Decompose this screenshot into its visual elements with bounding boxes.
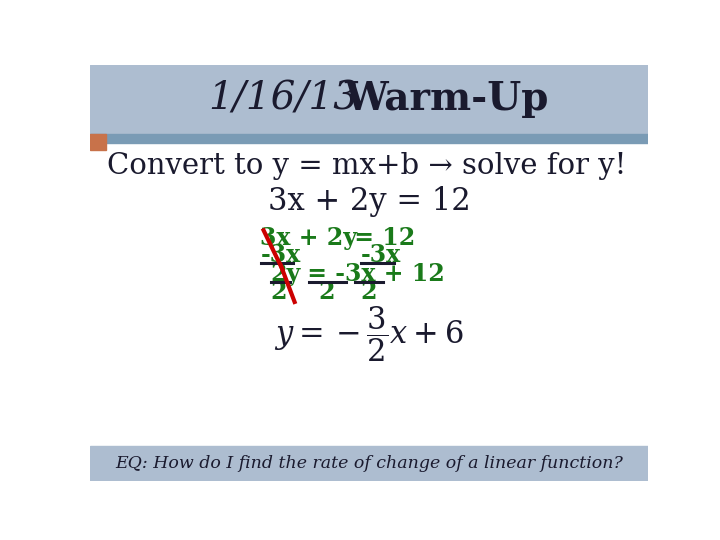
Bar <box>90 446 648 481</box>
Text: EQ: How do I find the rate of change of a linear function?: EQ: How do I find the rate of change of … <box>115 455 623 472</box>
Text: 2: 2 <box>318 280 335 304</box>
Text: 2: 2 <box>271 280 287 304</box>
Text: = 12: = 12 <box>346 226 415 250</box>
Text: Convert to y = mx+b → solve for y!: Convert to y = mx+b → solve for y! <box>107 152 626 180</box>
Text: 3x + 2y: 3x + 2y <box>261 226 358 250</box>
Bar <box>90 134 648 143</box>
Text: -3x: -3x <box>361 243 402 267</box>
Text: 1/16/13: 1/16/13 <box>209 81 359 118</box>
Text: $y = -\dfrac{3}{2}x+6$: $y = -\dfrac{3}{2}x+6$ <box>274 305 464 364</box>
Bar <box>90 65 648 134</box>
Text: Warm-Up: Warm-Up <box>344 80 549 118</box>
Text: 3x + 2y = 12: 3x + 2y = 12 <box>268 186 470 218</box>
Text: 2y: 2y <box>271 262 301 286</box>
Text: 2: 2 <box>361 280 377 304</box>
Bar <box>90 134 106 150</box>
Text: -3x: -3x <box>261 243 301 267</box>
Text: = -3x + 12: = -3x + 12 <box>300 262 445 286</box>
